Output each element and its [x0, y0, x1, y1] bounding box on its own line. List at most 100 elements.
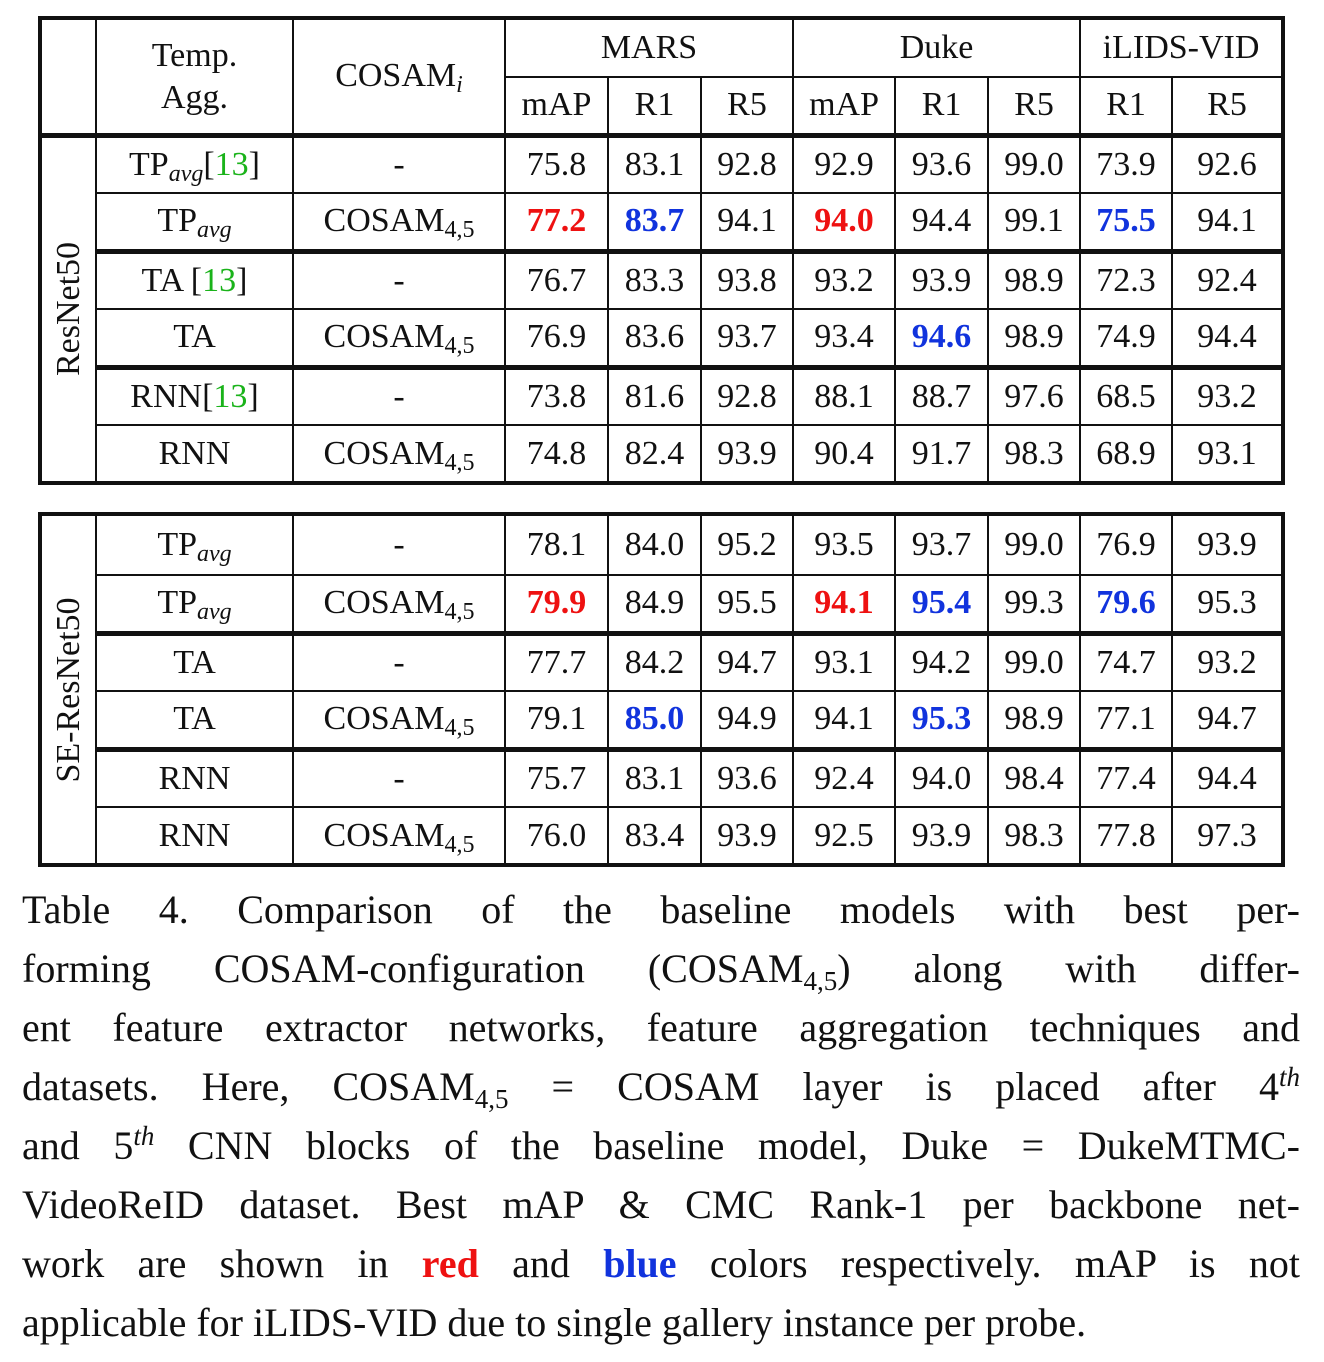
agg-cell: TA — [95, 690, 294, 750]
caption-line: datasets. Here, COSAM4,5 = COSAM layer i… — [22, 1062, 1300, 1114]
value-cell: 90.4 — [792, 424, 897, 485]
value-cell: 93.9 — [1171, 512, 1285, 576]
value-cell-best-map: 77.2 — [504, 192, 609, 252]
caption-line: VideoReID dataset. Best mAP & CMC Rank-1… — [22, 1182, 1300, 1227]
table-row: TA - 77.7 84.2 94.7 93.1 94.2 99.0 74.7 … — [40, 630, 1285, 692]
table-row: TA [13] - 76.7 83.3 93.8 93.2 93.9 98.9 … — [40, 248, 1286, 310]
value-cell: 93.5 — [792, 512, 896, 576]
value-cell: 92.8 — [699, 364, 795, 426]
value-cell: 94.2 — [894, 630, 989, 692]
header-metric: mAP — [792, 76, 897, 138]
backbone-label-se-resnet50: SE-ResNet50 — [38, 512, 97, 867]
value-cell: 74.8 — [504, 424, 609, 485]
value-cell: 99.3 — [987, 574, 1081, 634]
value-cell: 77.7 — [504, 630, 609, 692]
value-cell-best-r1: 83.7 — [607, 192, 702, 252]
value-cell: 94.4 — [1171, 308, 1286, 368]
table-row: RNN COSAM4,5 74.8 82.4 93.9 90.4 91.7 98… — [40, 424, 1286, 485]
value-cell: 83.4 — [607, 806, 702, 867]
value-cell-best-r1: 75.5 — [1079, 192, 1174, 252]
header-metric: R5 — [1171, 76, 1286, 138]
value-cell: 72.3 — [1079, 248, 1174, 310]
value-cell-best-map: 94.1 — [792, 574, 896, 634]
value-cell: 93.6 — [894, 132, 990, 194]
agg-cell: RNN — [95, 424, 294, 485]
value-cell: 94.1 — [792, 690, 896, 750]
value-cell: 76.9 — [504, 308, 609, 368]
header-temp-agg-line1: Temp. — [151, 37, 238, 75]
cosam-cell: - — [292, 746, 506, 808]
value-cell: 99.1 — [987, 192, 1082, 252]
cosam-cell: COSAM4,5 — [292, 424, 506, 485]
table-row: RNN - 75.7 83.1 93.6 92.4 94.0 98.4 77.4… — [40, 746, 1285, 808]
value-cell: 83.1 — [607, 132, 702, 194]
table-row: TPavg COSAM4,5 79.9 84.9 95.5 94.1 95.4 … — [40, 574, 1285, 634]
caption-line: applicable for iLIDS-VID due to single g… — [22, 1300, 1087, 1345]
value-cell: 99.0 — [987, 132, 1082, 194]
caption-line: work are shown in red and blue colors re… — [22, 1241, 1300, 1286]
agg-cell: RNN[13] — [95, 364, 294, 426]
value-cell: 77.4 — [1079, 746, 1173, 808]
value-cell: 93.2 — [792, 248, 897, 310]
value-cell: 84.0 — [607, 512, 702, 576]
value-cell: 76.9 — [1079, 512, 1173, 576]
header-metric: R1 — [894, 76, 990, 138]
value-cell: 93.9 — [700, 806, 794, 867]
value-cell: 92.5 — [792, 806, 896, 867]
table-row: TA COSAM4,5 76.9 83.6 93.7 93.4 94.6 98.… — [40, 308, 1286, 368]
cosam-cell: COSAM4,5 — [292, 806, 506, 867]
cosam-cell: COSAM4,5 — [292, 574, 506, 634]
value-cell: 98.3 — [987, 806, 1081, 867]
results-table-se-resnet50: SE-ResNet50 TPavg - 78.1 84.0 95.2 93.5 … — [38, 512, 1285, 867]
value-cell: 95.5 — [700, 574, 794, 634]
citation-link: 13 — [214, 145, 249, 183]
value-cell: 73.9 — [1079, 132, 1174, 194]
value-cell: 98.9 — [987, 248, 1082, 310]
value-cell: 75.8 — [504, 132, 609, 194]
value-cell: 93.7 — [699, 308, 795, 368]
value-cell: 92.9 — [792, 132, 897, 194]
caption-line: and 5th CNN blocks of the baseline model… — [22, 1121, 1300, 1169]
value-cell: 68.5 — [1079, 364, 1174, 426]
value-cell: 93.9 — [699, 424, 795, 485]
value-cell: 93.8 — [699, 248, 795, 310]
table-row: ResNet50 TPavg[13] - 75.8 83.1 92.8 92.9… — [38, 132, 1286, 485]
header-dataset-mars: MARS — [503, 16, 795, 78]
value-cell: 81.6 — [607, 364, 702, 426]
value-cell: 76.0 — [504, 806, 609, 867]
agg-cell: TPavg — [95, 192, 294, 252]
value-cell: 93.9 — [894, 806, 989, 867]
header-dataset-ilidsvid: iLIDS-VID — [1079, 16, 1286, 78]
value-cell: 94.4 — [1171, 746, 1285, 808]
value-cell: 91.7 — [894, 424, 990, 485]
header-metric: R5 — [987, 76, 1082, 138]
table-row: RNN[13] - 73.8 81.6 92.8 88.1 88.7 97.6 … — [40, 364, 1286, 426]
cosam-cell: - — [292, 132, 506, 194]
table-row: RNN COSAM4,5 76.0 83.4 93.9 92.5 93.9 98… — [40, 806, 1285, 867]
header-metric: R1 — [607, 76, 702, 138]
agg-cell: TPavg — [95, 512, 294, 576]
header-cosam: COSAMi — [292, 16, 506, 136]
value-cell: 77.8 — [1079, 806, 1173, 867]
header-temp-agg: Temp. Agg. — [95, 16, 294, 136]
table-caption: Table 4. Comparison of the baseline mode… — [22, 880, 1300, 1352]
value-cell: 94.4 — [894, 192, 990, 252]
cosam-cell: - — [292, 248, 506, 310]
cosam-cell: COSAM4,5 — [292, 308, 506, 368]
value-cell: 93.7 — [894, 512, 989, 576]
value-cell: 94.7 — [700, 630, 794, 692]
cosam-cell: - — [292, 512, 506, 576]
value-cell-best-r1: 79.6 — [1079, 574, 1173, 634]
caption-blue-word: blue — [603, 1241, 677, 1286]
table-row: TPavg COSAM4,5 77.2 83.7 94.1 94.0 94.4 … — [40, 192, 1286, 252]
value-cell: 92.4 — [1171, 248, 1286, 310]
table-row: SE-ResNet50 TPavg - 78.1 84.0 95.2 93.5 … — [38, 512, 1285, 867]
value-cell: 97.3 — [1171, 806, 1285, 867]
value-cell: 98.3 — [987, 424, 1082, 485]
value-cell: 93.9 — [894, 248, 990, 310]
caption-red-word: red — [421, 1241, 479, 1286]
value-cell-best-r1: 95.3 — [894, 690, 989, 750]
agg-cell: TPavg[13] — [95, 132, 294, 194]
value-cell: 95.2 — [700, 512, 794, 576]
value-cell: 79.1 — [504, 690, 609, 750]
